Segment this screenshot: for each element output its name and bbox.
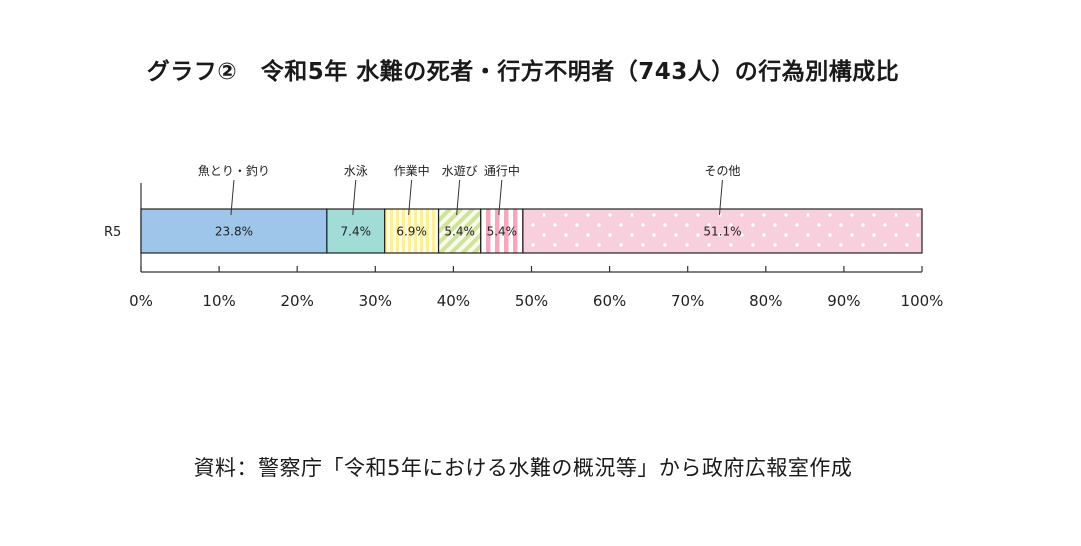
source-note: 資料：警察庁「令和5年における水難の概況等」から政府広報室作成 xyxy=(193,456,853,480)
row-label: R5 xyxy=(104,225,121,240)
segment-value-label: 7.4% xyxy=(341,225,372,239)
x-tick-label: 100% xyxy=(901,292,944,310)
x-tick-label: 0% xyxy=(129,292,153,310)
bar-segment xyxy=(437,208,482,254)
segment-value-label: 51.1% xyxy=(703,225,741,239)
segment-value-label: 5.4% xyxy=(444,225,475,239)
x-tick-label: 30% xyxy=(359,292,392,310)
category-label: その他 xyxy=(704,164,740,178)
category-label: 通行中 xyxy=(484,163,520,178)
leader-line xyxy=(456,179,461,216)
x-tick-label: 50% xyxy=(515,292,548,310)
leader-line xyxy=(230,179,235,216)
x-tick-label: 10% xyxy=(202,292,235,310)
bar-segment xyxy=(326,208,386,254)
leader-line xyxy=(408,179,413,216)
x-tick-label: 80% xyxy=(749,292,782,310)
leader-line xyxy=(352,179,357,216)
x-tick-label: 40% xyxy=(437,292,470,310)
x-tick-label: 20% xyxy=(281,292,314,310)
bar-segment xyxy=(480,208,524,254)
bar-segment xyxy=(384,208,440,254)
segment-value-label: 23.8% xyxy=(215,225,253,239)
category-label: 魚とり・釣り xyxy=(198,163,270,178)
chart-title: グラフ② 令和5年 水難の死者・行方不明者（743人）の行為別構成比 xyxy=(146,59,900,85)
x-tick-label: 70% xyxy=(671,292,704,310)
bar-segment xyxy=(522,208,923,254)
x-tick-label: 90% xyxy=(827,292,860,310)
x-tick-label: 60% xyxy=(593,292,626,310)
category-label: 水遊び xyxy=(442,163,478,178)
leader-line xyxy=(498,179,503,216)
category-label: 作業中 xyxy=(394,163,430,178)
segment-value-label: 5.4% xyxy=(487,225,518,239)
leader-line xyxy=(718,179,723,216)
segment-value-label: 6.9% xyxy=(396,225,427,239)
category-label: 水泳 xyxy=(344,164,368,178)
